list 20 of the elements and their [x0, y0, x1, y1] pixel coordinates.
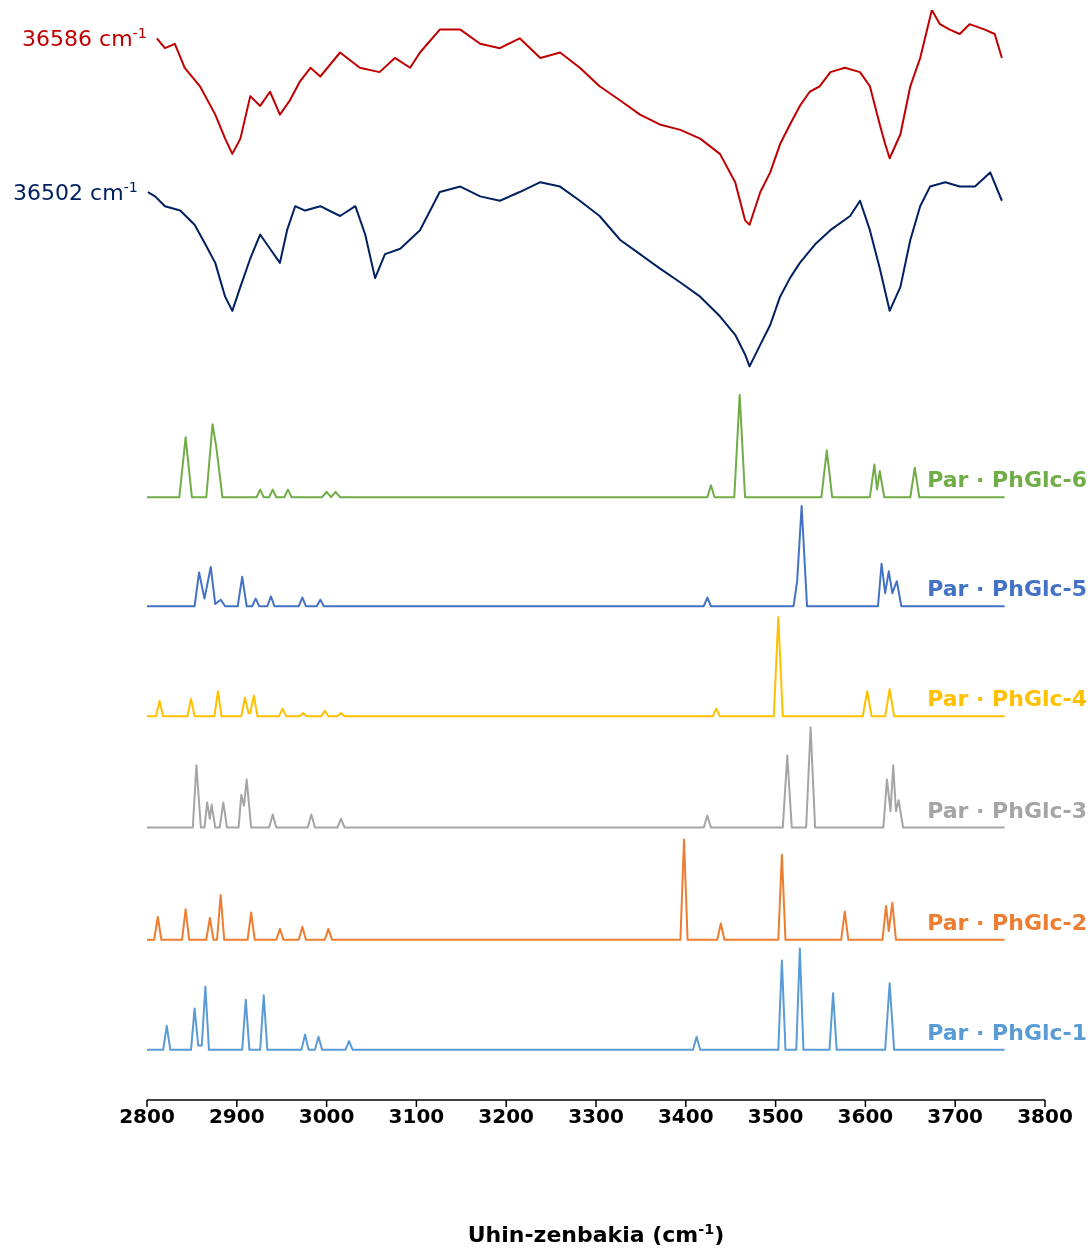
- series-label: Par · PhGlc-5: [927, 576, 1087, 602]
- x-tick-label: 3600: [837, 1104, 894, 1129]
- series-label: Par · PhGlc-6: [927, 467, 1087, 493]
- series-label: Par · PhGlc-4: [927, 686, 1087, 712]
- x-tick-label: 3100: [388, 1104, 445, 1129]
- x-tick-label: 3300: [568, 1104, 624, 1129]
- x-tick-label: 2900: [208, 1104, 265, 1129]
- x-tick-label: 3400: [657, 1104, 714, 1129]
- series-label: Par · PhGlc-2: [927, 909, 1087, 935]
- x-tick-label: 2800: [119, 1104, 175, 1129]
- x-tick-label: 3500: [747, 1104, 804, 1129]
- series-label: Par · PhGlc-1: [927, 1019, 1087, 1045]
- x-axis-title: Uhin-zenbakia (cm$^{-1}$): [467, 1221, 725, 1247]
- x-tick-label: 3000: [298, 1104, 355, 1129]
- x-tick-label: 3200: [478, 1104, 535, 1129]
- x-tick-label: 3700: [927, 1104, 984, 1129]
- series-label: 36586 cm$^{-1}$: [22, 25, 147, 52]
- series-label: Par · PhGlc-3: [927, 797, 1087, 823]
- series-label: 36502 cm$^{-1}$: [13, 179, 138, 206]
- x-tick-label: 3800: [1017, 1104, 1073, 1129]
